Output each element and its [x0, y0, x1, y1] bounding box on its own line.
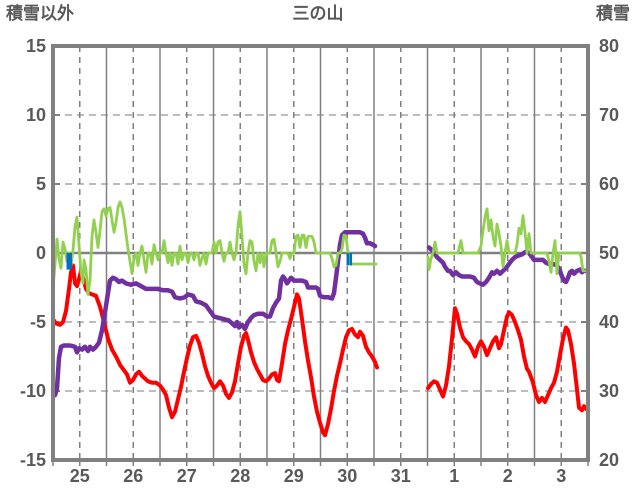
green-line — [426, 207, 587, 276]
right-axis-tick-label: 70 — [599, 105, 619, 125]
left-axis-tick-label: 0 — [36, 243, 46, 263]
x-axis-tick-label: 25 — [70, 466, 90, 486]
left-axis-tick-label: 10 — [26, 105, 46, 125]
purple-line — [426, 245, 589, 287]
right-axis-tick-label: 50 — [599, 243, 619, 263]
x-axis-tick-label: 29 — [284, 466, 304, 486]
right-axis-tick-label: 40 — [599, 312, 619, 332]
left-axis-tick-label: 5 — [36, 174, 46, 194]
x-axis-tick-label: 26 — [123, 466, 143, 486]
blue-bars — [66, 253, 72, 270]
right-axis-tick-label: 60 — [599, 174, 619, 194]
left-axis-tick-label: 15 — [26, 36, 46, 56]
right-axis-tick-label: 30 — [599, 381, 619, 401]
x-axis-tick-label: 2 — [503, 466, 513, 486]
x-axis-tick-label: 3 — [556, 466, 566, 486]
green-line — [51, 200, 378, 296]
x-axis-tick-label: 30 — [337, 466, 357, 486]
right-axis-tick-label: 20 — [599, 450, 619, 470]
left-axis-tick-label: -10 — [20, 381, 46, 401]
plot-border — [51, 44, 590, 462]
purple-line — [50, 230, 378, 398]
blue-bars — [346, 253, 349, 266]
red-line — [51, 263, 379, 438]
right-axis-title: 積雪 — [596, 4, 630, 23]
x-axis-tick-label: 27 — [177, 466, 197, 486]
left-axis-title: 積雪以外 — [6, 4, 74, 23]
blue-bars — [349, 253, 352, 266]
x-axis-tick-label: 1 — [449, 466, 459, 486]
chart-title: 三の山 — [292, 4, 344, 23]
red-line — [426, 306, 588, 413]
x-axis-tick-label: 28 — [230, 466, 250, 486]
right-axis-tick-label: 80 — [599, 36, 619, 56]
x-axis-tick-label: 31 — [391, 466, 411, 486]
left-axis-tick-label: -5 — [30, 312, 46, 332]
left-axis-tick-label: -15 — [20, 450, 46, 470]
